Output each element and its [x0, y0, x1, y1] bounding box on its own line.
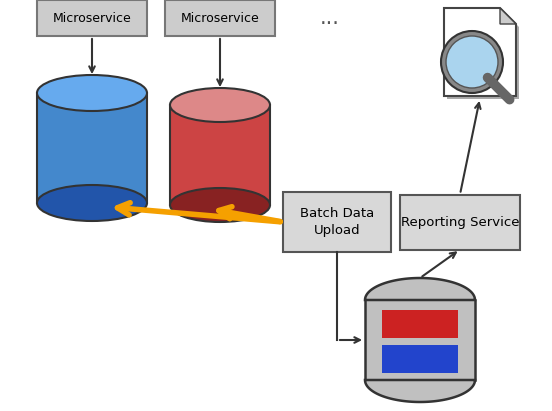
- FancyBboxPatch shape: [37, 0, 147, 36]
- Circle shape: [446, 36, 498, 88]
- Polygon shape: [365, 300, 475, 380]
- Polygon shape: [365, 278, 475, 300]
- Circle shape: [441, 31, 503, 93]
- Polygon shape: [170, 105, 270, 205]
- Text: Microservice: Microservice: [181, 12, 259, 25]
- Polygon shape: [447, 11, 519, 99]
- Text: Reporting Service: Reporting Service: [401, 215, 519, 229]
- Polygon shape: [365, 380, 475, 402]
- Ellipse shape: [170, 188, 270, 222]
- Ellipse shape: [37, 75, 147, 111]
- Polygon shape: [500, 8, 516, 24]
- FancyBboxPatch shape: [165, 0, 275, 36]
- Ellipse shape: [37, 185, 147, 221]
- FancyBboxPatch shape: [283, 192, 391, 252]
- Polygon shape: [37, 93, 147, 203]
- FancyBboxPatch shape: [382, 310, 458, 338]
- Ellipse shape: [170, 88, 270, 122]
- Text: ...: ...: [320, 8, 340, 28]
- Text: Microservice: Microservice: [52, 12, 131, 25]
- FancyBboxPatch shape: [400, 194, 520, 249]
- Polygon shape: [444, 8, 516, 96]
- FancyBboxPatch shape: [382, 345, 458, 373]
- Text: Batch Data
Upload: Batch Data Upload: [300, 207, 374, 237]
